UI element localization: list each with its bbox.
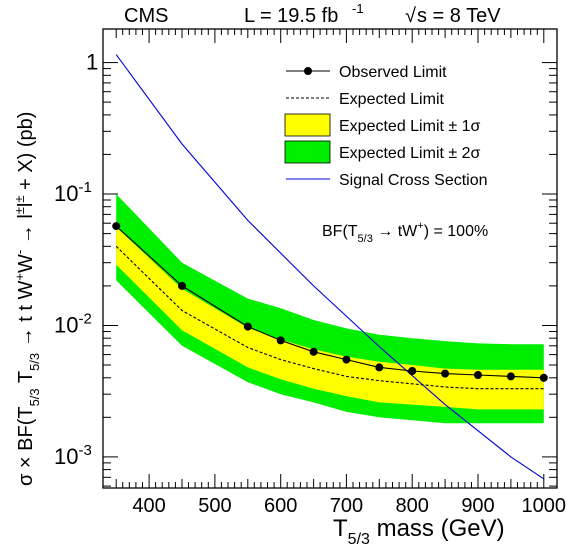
y-axis-title-c: → t t W bbox=[15, 281, 37, 353]
luminosity-exponent: -1 bbox=[352, 1, 364, 16]
y-axis-title-g: + X) (pb) bbox=[15, 112, 37, 196]
svg-text:T5/3 mass (GeV): T5/3 mass (GeV) bbox=[333, 515, 505, 548]
experiment-label: CMS bbox=[124, 5, 168, 27]
energy-label: s = 8 TeV bbox=[417, 5, 501, 27]
legend-observed-marker bbox=[304, 67, 312, 75]
luminosity-label: L = 19.5 fb bbox=[244, 5, 338, 27]
y-axis-title-sub1: 5/3 bbox=[27, 388, 42, 406]
y-tick-label: 10-3 bbox=[54, 442, 92, 469]
y-axis-title: σ × BF(T5/3 T5/3 → t t W+W- → l±l± + X) … bbox=[12, 112, 42, 486]
y-tick-label-exponent: -2 bbox=[78, 311, 91, 328]
expected-limit-line bbox=[115, 245, 544, 390]
observed-limit-point bbox=[112, 222, 121, 231]
y-tick-label-base: 10 bbox=[54, 444, 78, 469]
legend-label: Observed Limit bbox=[339, 64, 447, 81]
observed-limit-point bbox=[276, 336, 285, 345]
sqrt-symbol: √ bbox=[405, 5, 416, 27]
annotation: BF(T5/3 → tW+) = 100% bbox=[322, 220, 488, 245]
x-axis-title-sub: 5/3 bbox=[348, 531, 370, 548]
y-axis-title-d: W bbox=[15, 254, 37, 273]
x-axis-title-rest: mass (GeV) bbox=[370, 515, 505, 542]
band-1sigma bbox=[116, 227, 544, 410]
svg-text:BF(T5/3 → tW+) = 100%: BF(T5/3 → tW+) = 100% bbox=[322, 220, 488, 245]
header: CMS L = 19.5 fb -1 √ s = 8 TeV bbox=[124, 1, 501, 27]
x-tick-label: 600 bbox=[264, 495, 297, 517]
legend-band1-swatch bbox=[284, 113, 331, 137]
x-tick-label: 900 bbox=[461, 495, 494, 517]
band-2sigma bbox=[116, 194, 544, 424]
x-tick-label: 700 bbox=[330, 495, 363, 517]
y-axis-title-sup4: ± bbox=[12, 196, 27, 203]
svg-text:σ × BF(T5/3 T5/3 → t t W+W- →: σ × BF(T5/3 T5/3 → t t W+W- → l±l± + X) … bbox=[12, 112, 42, 486]
y-axis-title-e: → l bbox=[15, 214, 37, 250]
x-tick-label: 500 bbox=[198, 495, 231, 517]
observed-limit-point bbox=[539, 373, 548, 382]
y-axis-title-sup2: - bbox=[12, 250, 27, 254]
y-tick-label: 10-2 bbox=[54, 311, 92, 338]
y-tick-label-exponent: -1 bbox=[78, 179, 91, 196]
legend-label: Signal Cross Section bbox=[339, 172, 488, 189]
y-tick-label-base: 10 bbox=[54, 181, 78, 206]
x-tick-label: 400 bbox=[132, 495, 165, 517]
y-tick-label-base: 1 bbox=[86, 50, 98, 75]
observed-limit-point bbox=[375, 363, 384, 372]
y-tick-label: 10-1 bbox=[54, 179, 92, 206]
observed-limit-line bbox=[115, 225, 544, 379]
x-axis-title: T5/3 mass (GeV) bbox=[333, 515, 505, 548]
legend-label: Expected Limit ± 2σ bbox=[339, 145, 481, 162]
legend-label: Expected Limit ± 1σ bbox=[339, 118, 481, 135]
signal-cross-section-line bbox=[115, 54, 545, 480]
observed-limit-point bbox=[178, 281, 186, 290]
observed-limit-point bbox=[506, 372, 515, 381]
y-tick-label-exponent: -3 bbox=[78, 442, 91, 459]
lines-layer bbox=[112, 54, 548, 480]
y-axis-title-f: l bbox=[15, 203, 37, 207]
legend-band2-swatch bbox=[284, 140, 331, 164]
plot-frame bbox=[102, 28, 558, 489]
observed-limit-point bbox=[309, 347, 318, 356]
observed-limit-point bbox=[474, 371, 482, 379]
y-tick-label: 1 bbox=[86, 50, 98, 75]
bands-layer bbox=[116, 194, 544, 424]
observed-limit-point bbox=[243, 322, 252, 331]
observed-limit-point bbox=[441, 369, 450, 378]
legend: Observed Limit Expected Limit Expected Lim… bbox=[284, 64, 488, 189]
annotation-subscript: 5/3 bbox=[358, 233, 373, 245]
observed-limit-point bbox=[342, 355, 351, 364]
x-tick-label: 1000 bbox=[522, 495, 567, 517]
x-axis-title-main: T bbox=[333, 515, 348, 542]
y-axis-title-sup1: + bbox=[12, 273, 27, 281]
y-axis-title-a: σ × BF(T bbox=[15, 406, 37, 486]
annotation-superscript: + bbox=[417, 220, 423, 232]
observed-limit-point bbox=[408, 367, 417, 375]
annotation-text-mid: → tW bbox=[373, 223, 418, 240]
y-axis-title-sub2: 5/3 bbox=[27, 353, 42, 371]
y-axis-title-sup3: ± bbox=[12, 207, 27, 214]
y-tick-label-base: 10 bbox=[54, 313, 78, 338]
legend-label: Expected Limit bbox=[339, 91, 444, 108]
x-tick-label: 800 bbox=[396, 495, 429, 517]
y-axis-title-b: T bbox=[15, 371, 37, 388]
annotation-text-end: ) = 100% bbox=[424, 223, 488, 240]
annotation-text: BF(T bbox=[322, 223, 358, 240]
